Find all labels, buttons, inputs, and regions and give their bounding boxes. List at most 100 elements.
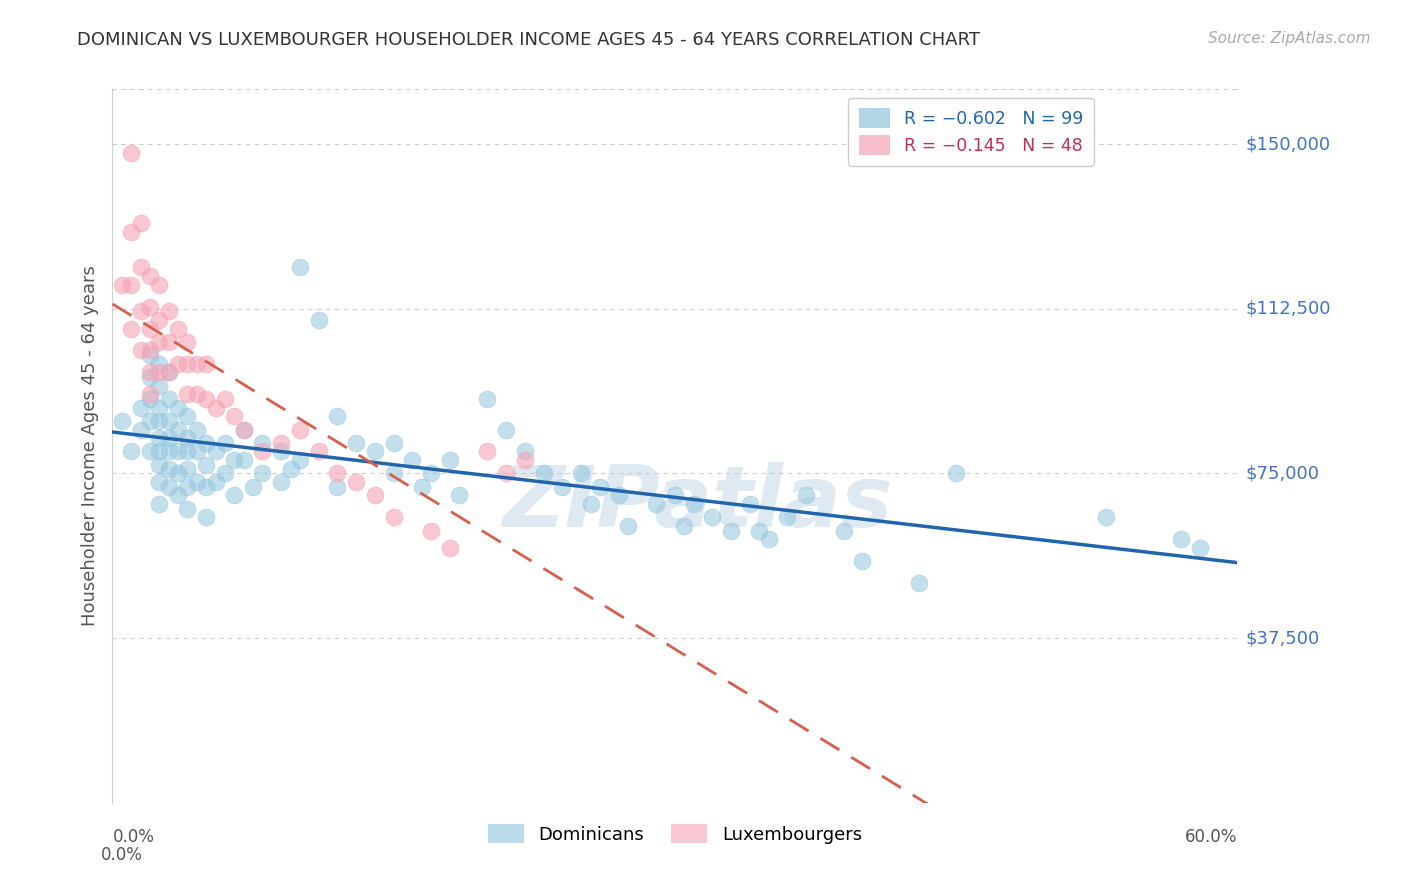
Point <box>195 480 218 494</box>
Text: $150,000: $150,000 <box>1246 135 1330 153</box>
Point <box>214 467 236 481</box>
Legend: Dominicans, Luxembourgers: Dominicans, Luxembourgers <box>481 816 869 851</box>
Point <box>664 488 686 502</box>
Point <box>157 444 180 458</box>
Point <box>120 277 142 292</box>
Point <box>720 524 742 538</box>
Point <box>204 475 226 490</box>
Point <box>176 357 198 371</box>
Point <box>139 343 162 358</box>
Point <box>157 480 180 494</box>
Point <box>167 444 190 458</box>
Point <box>139 321 162 335</box>
Point <box>120 321 142 335</box>
Point <box>673 519 696 533</box>
Point <box>326 467 349 481</box>
Point <box>270 435 292 450</box>
Point <box>382 467 405 481</box>
Point <box>1188 541 1211 555</box>
Point <box>176 409 198 424</box>
Point <box>326 480 349 494</box>
Point <box>776 510 799 524</box>
Point <box>439 453 461 467</box>
Text: ZIPatlas: ZIPatlas <box>502 461 893 545</box>
Point <box>513 444 536 458</box>
Point <box>176 501 198 516</box>
Point <box>945 467 967 481</box>
Point <box>364 488 387 502</box>
Point <box>176 462 198 476</box>
Point <box>148 312 170 326</box>
Point <box>513 453 536 467</box>
Point <box>195 510 218 524</box>
Point <box>176 431 198 445</box>
Point <box>401 453 423 467</box>
Point <box>148 444 170 458</box>
Point <box>148 458 170 472</box>
Point <box>326 409 349 424</box>
Point <box>139 366 162 380</box>
Text: $75,000: $75,000 <box>1246 465 1320 483</box>
Point <box>195 357 218 371</box>
Point <box>148 431 170 445</box>
Point <box>139 444 162 458</box>
Point <box>242 480 264 494</box>
Point <box>682 497 704 511</box>
Point <box>270 444 292 458</box>
Point <box>186 423 208 437</box>
Point <box>1095 510 1118 524</box>
Point <box>411 480 433 494</box>
Point <box>280 462 302 476</box>
Point <box>157 366 180 380</box>
Point <box>129 260 152 274</box>
Point <box>148 475 170 490</box>
Point <box>120 145 142 160</box>
Point <box>195 392 218 406</box>
Point <box>214 392 236 406</box>
Point <box>738 497 761 511</box>
Point <box>120 225 142 239</box>
Point <box>477 444 499 458</box>
Point <box>148 366 170 380</box>
Point <box>148 334 170 349</box>
Point <box>186 475 208 490</box>
Point <box>579 497 602 511</box>
Point <box>139 387 162 401</box>
Point <box>129 216 152 230</box>
Point <box>224 488 246 502</box>
Point <box>449 488 471 502</box>
Point <box>139 300 162 314</box>
Point <box>214 435 236 450</box>
Point <box>204 444 226 458</box>
Point <box>111 414 134 428</box>
Point <box>167 401 190 415</box>
Point <box>167 357 190 371</box>
Point <box>832 524 855 538</box>
Text: 60.0%: 60.0% <box>1185 828 1237 846</box>
Text: $37,500: $37,500 <box>1246 629 1320 647</box>
Point <box>420 524 443 538</box>
Point <box>157 431 180 445</box>
Point <box>139 392 162 406</box>
Point <box>139 348 162 362</box>
Point <box>758 533 780 547</box>
Point <box>288 423 311 437</box>
Point <box>252 435 274 450</box>
Text: $112,500: $112,500 <box>1246 300 1331 318</box>
Text: 0.0%: 0.0% <box>112 828 155 846</box>
Point <box>157 334 180 349</box>
Point <box>157 414 180 428</box>
Point <box>645 497 668 511</box>
Point <box>139 369 162 384</box>
Point <box>344 475 367 490</box>
Point <box>702 510 724 524</box>
Point <box>533 467 555 481</box>
Point <box>420 467 443 481</box>
Point <box>344 435 367 450</box>
Point <box>148 357 170 371</box>
Point <box>382 510 405 524</box>
Point <box>195 435 218 450</box>
Point <box>851 554 873 568</box>
Point <box>139 414 162 428</box>
Point <box>232 453 254 467</box>
